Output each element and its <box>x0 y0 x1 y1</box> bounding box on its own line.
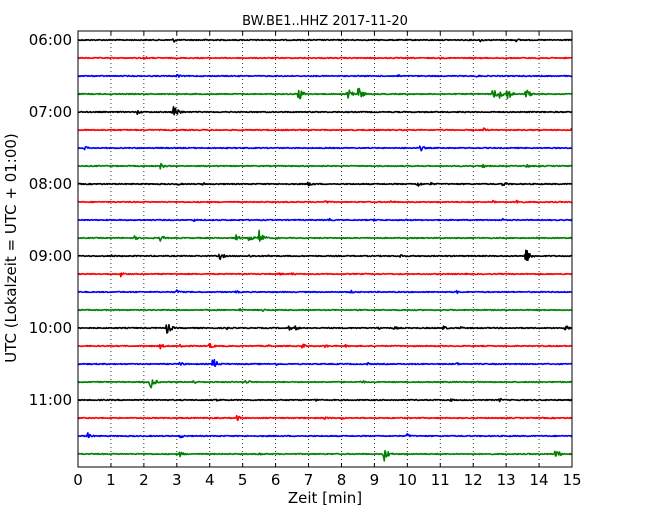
x-tick-label: 3 <box>172 471 182 489</box>
x-tick-label: 7 <box>304 471 314 489</box>
seismic-trace <box>77 106 573 116</box>
seismic-trace <box>77 307 573 312</box>
seismic-trace <box>77 181 573 187</box>
x-tick-label: 14 <box>530 471 549 489</box>
seismic-trace <box>77 199 573 204</box>
plot-frame <box>77 30 573 468</box>
grid-lines <box>110 31 540 467</box>
trace-group <box>77 38 573 462</box>
x-tick-label: 5 <box>238 471 248 489</box>
y-tick-label: 07:00 <box>29 103 72 121</box>
x-tick-label: 8 <box>337 471 347 489</box>
seismic-trace <box>77 73 573 78</box>
x-tick-label: 15 <box>562 471 581 489</box>
seismic-trace <box>77 379 573 389</box>
seismic-trace <box>77 217 573 223</box>
x-tick-label: 9 <box>370 471 380 489</box>
x-tick-label: 11 <box>431 471 450 489</box>
x-tick-label: 1 <box>106 471 116 489</box>
y-tick-label: 09:00 <box>29 247 72 265</box>
seismic-trace <box>77 272 573 278</box>
x-tick-label: 13 <box>497 471 516 489</box>
x-tick-label: 4 <box>205 471 215 489</box>
seismic-trace <box>77 249 573 262</box>
x-tick-label: 10 <box>398 471 417 489</box>
seismic-trace <box>77 162 573 170</box>
y-tick-label: 10:00 <box>29 319 72 337</box>
y-tick-label: 06:00 <box>29 31 72 49</box>
seismic-trace <box>77 432 573 439</box>
seismic-trace <box>77 343 573 350</box>
seismic-trace <box>77 56 573 60</box>
seismic-trace <box>77 324 573 334</box>
x-tick-label: 0 <box>73 471 83 489</box>
seismic-trace <box>77 38 573 43</box>
y-tick-label: 11:00 <box>29 391 72 409</box>
x-tick-label: 12 <box>464 471 483 489</box>
seismic-trace <box>77 358 573 368</box>
x-tick-label: 2 <box>139 471 149 489</box>
axis-ticks: 0 1 2 3 4 5 6 7 8 9 10 11 12 13 14 1506:0007:0008:0009:… <box>29 31 582 489</box>
chart-title: BW.BE1..HHZ 2017-11-20 <box>242 14 408 29</box>
seismic-trace <box>77 449 573 462</box>
seismic-trace <box>77 414 573 421</box>
y-tick-label: 08:00 <box>29 175 72 193</box>
seismic-trace <box>77 145 573 152</box>
seismic-trace <box>77 87 573 100</box>
seismic-trace <box>77 229 573 242</box>
x-axis-label: Zeit [min] <box>288 489 362 507</box>
seismic-trace <box>77 289 573 295</box>
y-axis-label: UTC (Lokalzeit = UTC + 01:00) <box>2 133 20 363</box>
seismic-trace <box>77 127 573 132</box>
seismic-trace <box>77 397 573 403</box>
x-tick-label: 6 <box>271 471 281 489</box>
